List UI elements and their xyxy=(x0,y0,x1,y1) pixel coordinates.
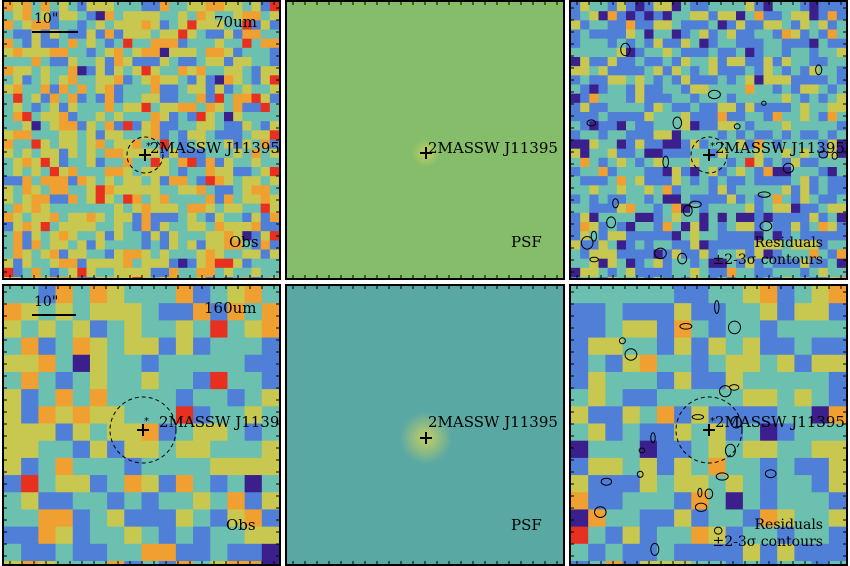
psf-map-160um xyxy=(287,286,563,564)
scale-bar-label: 10" xyxy=(34,294,59,310)
obs-map-70um: * xyxy=(4,2,279,278)
band-label: 160um xyxy=(204,299,257,317)
scale-bar-label: 10" xyxy=(34,11,59,27)
panel-label-contours: ±2-3σ contours xyxy=(712,534,823,550)
target-label: 2MASSW J11395 xyxy=(150,139,280,157)
panel-label-contours: ±2-3σ contours xyxy=(712,252,823,268)
svg-text:*: * xyxy=(146,141,151,152)
panel-label-residuals: Residuals xyxy=(754,235,823,251)
panel-70um-residual: * 2MASSW J11395 Residuals ±2-3σ contours xyxy=(569,0,848,280)
panel-label-obs: Obs xyxy=(229,233,259,251)
residual-map-70um: * xyxy=(571,2,846,278)
panel-160um-residual: * 2MASSW J11395 Residuals ±2-3σ contours xyxy=(569,284,848,566)
target-label: 2MASSW J11395 xyxy=(715,139,845,157)
target-label: 2MASSW J11395 xyxy=(159,413,281,431)
band-label: 70um xyxy=(214,13,257,31)
residual-map-160um: * xyxy=(571,286,846,564)
obs-map-160um: * xyxy=(4,286,279,564)
target-label: 2MASSW J11395 xyxy=(428,413,558,431)
psf-map-70um xyxy=(287,2,563,278)
svg-text:*: * xyxy=(144,416,149,427)
panel-70um-obs: * 10" 70um 2MASSW J11395 Obs xyxy=(2,0,281,280)
svg-text:*: * xyxy=(710,141,715,152)
panel-label-obs: Obs xyxy=(226,516,256,534)
panel-160um-obs: * 10" 160um 2MASSW J11395 Obs xyxy=(2,284,281,566)
panel-label-psf: PSF xyxy=(511,233,542,251)
panel-70um-psf: 2MASSW J11395 PSF xyxy=(285,0,565,280)
panel-160um-psf: 2MASSW J11395 PSF xyxy=(285,284,565,566)
target-label: 2MASSW J11395 xyxy=(715,413,845,431)
scale-bar xyxy=(32,31,78,33)
panel-label-psf: PSF xyxy=(511,516,542,534)
target-label: 2MASSW J11395 xyxy=(428,139,558,157)
panel-label-residuals: Residuals xyxy=(754,517,823,533)
scale-bar xyxy=(32,314,76,316)
svg-text:*: * xyxy=(710,416,715,427)
